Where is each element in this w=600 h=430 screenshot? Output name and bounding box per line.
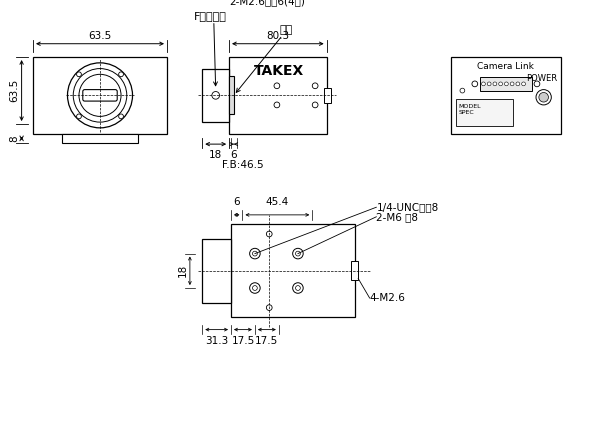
Circle shape [534,81,540,87]
Circle shape [539,92,548,102]
Circle shape [296,251,301,256]
Text: 63.5: 63.5 [88,31,112,41]
Circle shape [499,82,503,86]
Text: 素子: 素子 [280,25,293,35]
FancyBboxPatch shape [83,89,117,101]
Text: 17.5: 17.5 [232,336,254,346]
Bar [231,224,355,317]
Bar [324,88,331,103]
Circle shape [521,82,526,86]
Text: Camera Link: Camera Link [478,62,535,71]
Text: 6: 6 [230,150,237,160]
Circle shape [253,251,257,256]
Text: 17.5: 17.5 [255,336,278,346]
Bar [62,134,138,143]
Circle shape [487,82,491,86]
Circle shape [493,82,497,86]
Circle shape [119,114,124,119]
Text: 1/4-UNC　深8: 1/4-UNC 深8 [376,202,439,212]
Text: 18: 18 [209,150,223,160]
Circle shape [274,102,280,108]
Text: 31.3: 31.3 [205,336,228,346]
Text: 80.3: 80.3 [266,31,289,41]
Circle shape [472,81,478,87]
Bar [202,68,229,122]
Text: 4-M2.6: 4-M2.6 [370,293,406,303]
Text: 8: 8 [10,135,20,142]
Circle shape [312,102,318,108]
Bar [455,99,513,126]
Bar [479,77,532,91]
Circle shape [274,83,280,89]
Circle shape [482,82,485,86]
Circle shape [312,83,318,89]
Text: 2-M2.6深さ6(4面): 2-M2.6深さ6(4面) [229,0,305,6]
Circle shape [119,72,124,77]
Circle shape [460,88,465,93]
Circle shape [516,82,520,86]
Bar [202,239,231,303]
Circle shape [73,68,127,122]
Bar [229,76,234,114]
Text: MODEL: MODEL [458,104,481,109]
Circle shape [212,92,220,99]
Circle shape [266,231,272,237]
Circle shape [250,283,260,293]
Text: 45.4: 45.4 [265,197,289,207]
Circle shape [536,89,551,105]
Circle shape [296,286,301,290]
Text: F.B:46.5: F.B:46.5 [221,160,263,170]
Circle shape [293,283,303,293]
Text: Fマウント: Fマウント [194,11,226,21]
Circle shape [293,249,303,259]
Bar [33,57,167,134]
Circle shape [266,305,272,310]
Text: SPEC: SPEC [458,110,475,115]
Circle shape [505,82,508,86]
Text: POWER: POWER [526,74,557,83]
Circle shape [67,63,133,128]
Circle shape [77,72,82,77]
Circle shape [510,82,514,86]
Text: 2-M6 深8: 2-M6 深8 [376,212,418,222]
Text: TAKEX: TAKEX [254,64,304,78]
Circle shape [79,74,121,117]
Circle shape [250,249,260,259]
Text: 63.5: 63.5 [10,79,20,102]
Bar [451,57,561,134]
Text: 18: 18 [178,264,188,277]
Circle shape [77,114,82,119]
Text: 6: 6 [233,197,240,207]
Circle shape [253,286,257,290]
Bar [350,261,358,280]
Bar [229,57,326,134]
